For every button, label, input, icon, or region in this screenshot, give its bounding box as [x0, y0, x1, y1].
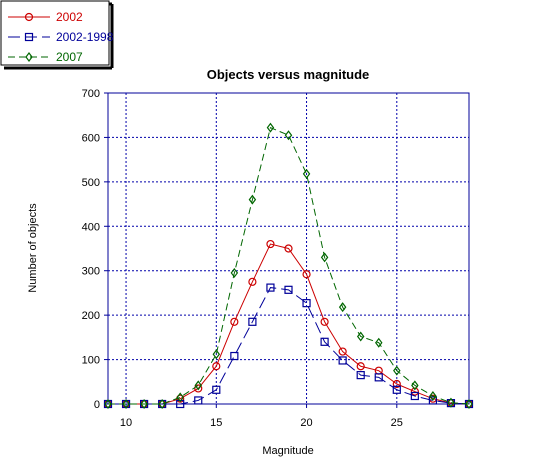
data-point [338, 347, 347, 356]
series-2002 [103, 239, 474, 409]
data-point [176, 392, 184, 403]
data-point [320, 317, 329, 326]
data-point [465, 399, 473, 409]
data-point [230, 317, 239, 326]
data-point [122, 399, 130, 409]
data-point [266, 283, 275, 292]
data-point [447, 397, 455, 408]
data-point [356, 362, 365, 371]
series-line [108, 287, 470, 405]
data-point [429, 391, 437, 402]
data-point [212, 362, 221, 371]
data-point [375, 337, 383, 348]
legend-marker [25, 52, 33, 62]
x-tick-label: 15 [210, 417, 222, 429]
y-tick-label: 100 [82, 355, 100, 367]
plot-frame [107, 92, 470, 405]
legend: 2002 2002-1998 2007 [0, 0, 114, 70]
legend-label: 2002-1998 [56, 30, 114, 44]
x-tick-label: 20 [300, 417, 312, 429]
data-point [194, 384, 203, 393]
data-point [248, 277, 257, 286]
data-point [212, 385, 221, 394]
y-tick-label: 0 [94, 399, 100, 411]
data-point [194, 380, 202, 391]
series-group [103, 122, 474, 409]
data-point [374, 373, 383, 382]
data-point [266, 239, 275, 249]
series-line [108, 243, 470, 405]
x-tick-label: 25 [391, 417, 403, 429]
legend-item: 2002 [8, 10, 83, 24]
data-point [320, 252, 329, 263]
legend-marker [24, 32, 34, 42]
data-point [284, 130, 293, 141]
legend-label: 2007 [56, 50, 83, 64]
x-axis-label: Magnitude [262, 445, 313, 457]
y-axis-label: Number of objects [27, 203, 39, 293]
data-point [428, 396, 437, 405]
data-point [338, 356, 347, 365]
data-point [302, 168, 311, 179]
y-tick-label: 700 [82, 88, 100, 100]
data-point [320, 337, 329, 346]
data-point [356, 331, 365, 342]
chart-title: Objects versus magnitude [207, 67, 370, 82]
data-point [248, 317, 257, 326]
legend-item: 2007 [8, 50, 83, 64]
data-point [392, 379, 401, 389]
data-point [248, 194, 257, 205]
legend-marker [24, 12, 34, 22]
legend-label: 2002 [56, 10, 83, 24]
y-tick-label: 600 [82, 132, 100, 144]
series-2007 [104, 122, 473, 409]
y-tick-label: 200 [82, 310, 100, 322]
data-point [411, 380, 419, 391]
grid [108, 93, 469, 404]
series-line [108, 126, 470, 405]
data-point [140, 399, 148, 409]
data-point [284, 285, 293, 294]
data-point [302, 270, 311, 279]
data-point [393, 365, 401, 376]
ticks: 0 100 200 300 400 500 600 700 10 15 20 25 [82, 88, 403, 429]
x-tick-label: 10 [120, 417, 132, 429]
data-point [410, 391, 419, 401]
data-point [194, 396, 203, 405]
data-point [338, 302, 347, 313]
y-tick-label: 300 [82, 266, 100, 278]
legend-item: 2002-1998 [8, 30, 114, 44]
y-tick-label: 500 [82, 177, 100, 189]
data-point [230, 267, 239, 278]
y-tick-label: 400 [82, 221, 100, 233]
data-point [284, 244, 293, 253]
data-point [266, 122, 275, 133]
data-point [356, 371, 365, 380]
data-point [158, 399, 166, 409]
data-point [212, 349, 221, 360]
data-point [230, 351, 239, 361]
data-point [104, 399, 112, 409]
data-point [410, 387, 419, 396]
data-point [302, 299, 311, 308]
data-point [392, 385, 401, 394]
